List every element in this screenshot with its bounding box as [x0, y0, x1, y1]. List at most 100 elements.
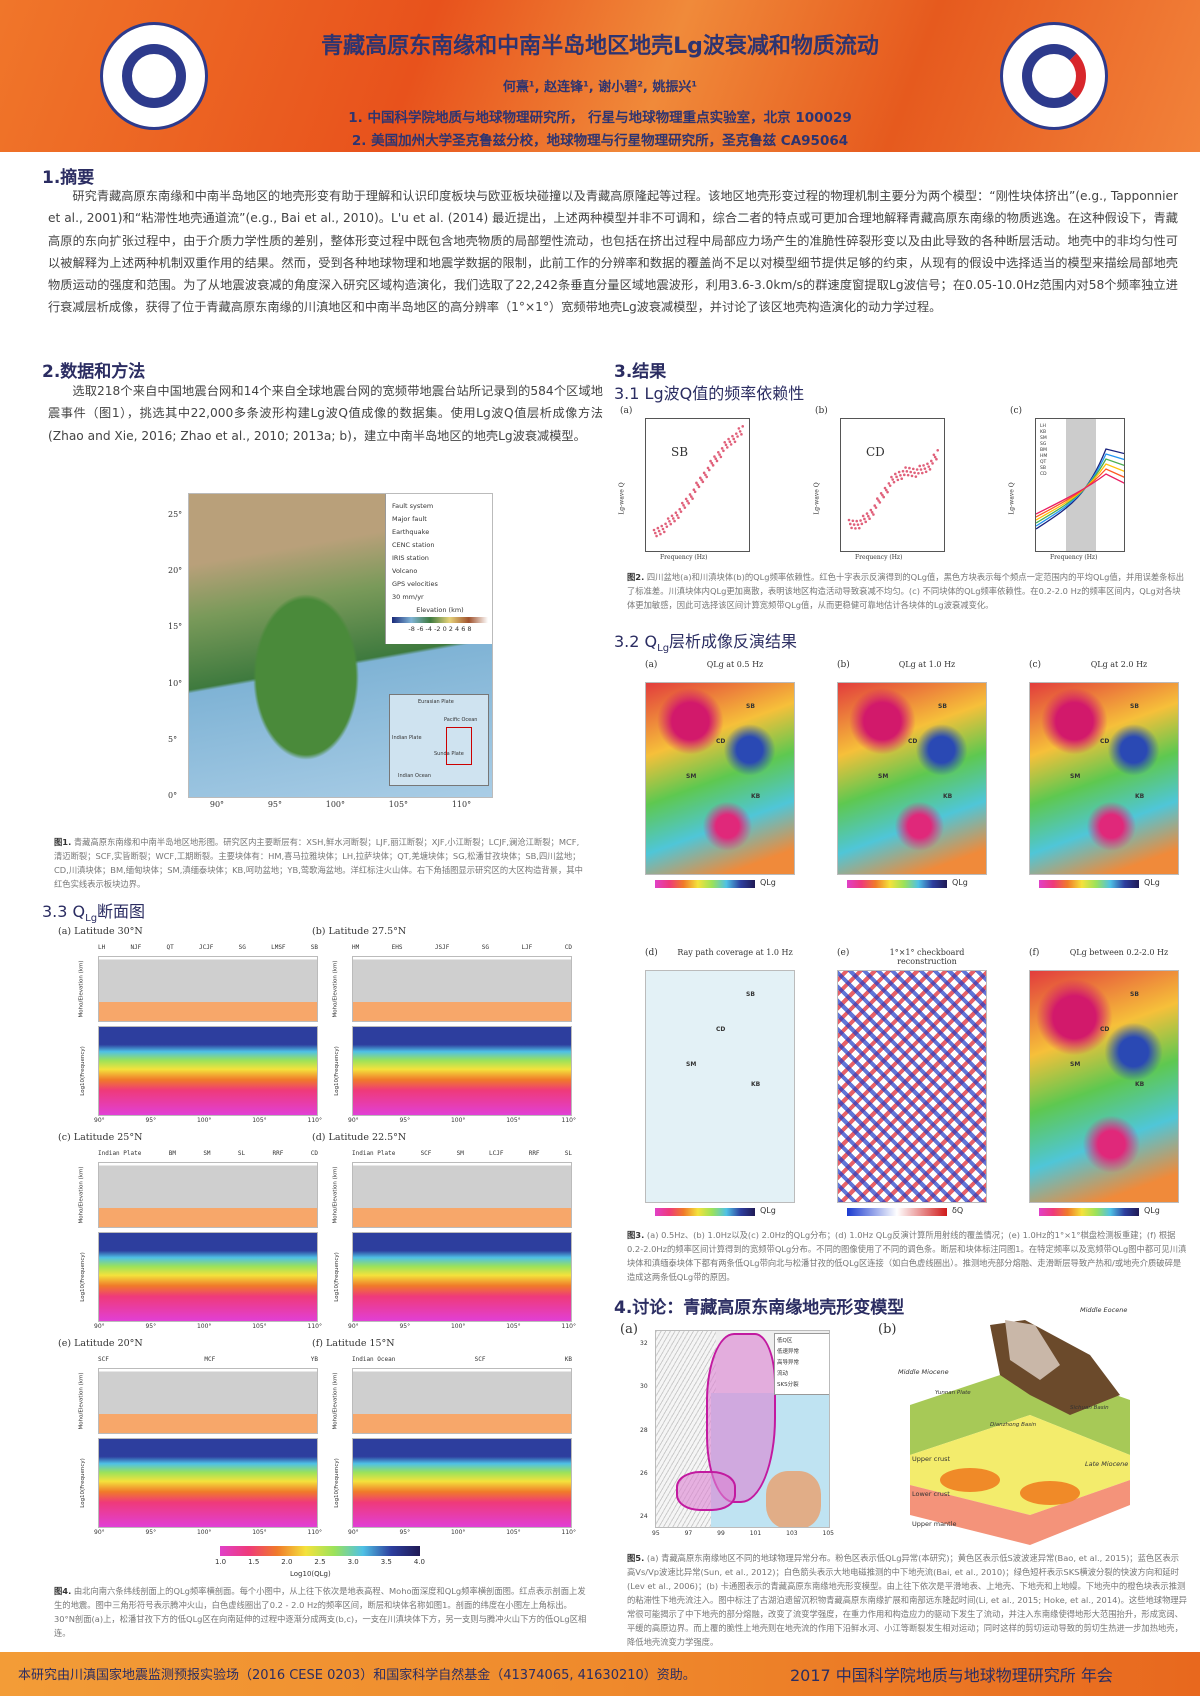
panel-title: (f) Latitude 15°N — [312, 1338, 395, 1349]
tick-label: 95° — [145, 1529, 157, 1536]
tick-label: 110° — [561, 1117, 576, 1124]
data-point — [896, 478, 900, 482]
qlg-frequency-section — [98, 1232, 318, 1322]
data-point — [738, 430, 742, 433]
tick-label: 105° — [252, 1323, 267, 1330]
data-point — [856, 523, 860, 526]
data-point — [653, 531, 657, 535]
fig2-panel: LH KB SM SG BM HM QT SB CD — [1035, 418, 1125, 552]
block-label: SB — [938, 703, 947, 710]
legend-item: HM — [1040, 454, 1048, 459]
elevation-moho-profile — [352, 1368, 572, 1434]
data-point — [711, 464, 715, 467]
data-point — [661, 527, 665, 531]
panel-tag: (c) — [1029, 660, 1042, 670]
legend-item: CD — [1040, 472, 1047, 477]
block-label: SCF — [420, 1150, 432, 1157]
data-point — [741, 425, 745, 428]
y-axis-label: Moho/Elevation (km) — [78, 1166, 85, 1224]
data-point — [928, 468, 932, 471]
colorbar — [847, 880, 947, 888]
section-3-1-heading: 3.1 Lg波Q值的频率依赖性 — [614, 384, 805, 403]
panel-title: (a) Latitude 30°N — [58, 926, 143, 937]
data-point — [933, 455, 937, 459]
block-label: KB — [1135, 1081, 1145, 1088]
data-point — [714, 457, 718, 461]
block-label: JCJF — [198, 944, 214, 951]
legend-item: LH — [1040, 424, 1046, 429]
data-point — [922, 464, 925, 467]
data-point — [848, 522, 852, 526]
data-point — [675, 513, 679, 517]
block-labels: HM EHS JSJF SG LJF CD — [352, 944, 572, 951]
colorbar-label: QLg — [952, 878, 968, 887]
data-point — [702, 471, 706, 475]
series-line — [1036, 468, 1124, 518]
qlg-frequency-section — [352, 1026, 572, 1116]
data-point — [693, 490, 697, 494]
data-point — [729, 443, 733, 446]
data-point — [884, 488, 888, 492]
data-point — [687, 502, 691, 505]
data-point — [892, 480, 896, 484]
lon-ticks: 90° 95° 100° 105° 110° — [94, 1323, 322, 1330]
lon-ticks: 90° 95° 100° 105° 110° — [348, 1323, 576, 1330]
elevation-moho-profile — [352, 1162, 572, 1228]
data-point — [913, 471, 916, 475]
tick-label: 105° — [506, 1323, 521, 1330]
tick-label: 110° — [561, 1323, 576, 1330]
tick-label: 105° — [506, 1529, 521, 1536]
data-point — [655, 534, 658, 538]
block-label: Indian Plate — [352, 1150, 396, 1157]
data-point — [868, 517, 871, 521]
meeting-name: 2017 中国科学院地质与地球物理研究所 年会 — [790, 1666, 1113, 1685]
lon-ticks: 90° 95° 100° 105° 110° — [348, 1117, 576, 1124]
y-axis-label: Log10(Frequency) — [333, 1252, 340, 1302]
tick-label: 100° — [450, 1117, 466, 1124]
colorbar-label: QLg — [1144, 1206, 1160, 1215]
data-point — [716, 450, 720, 454]
colorbar-label: QLg — [1144, 878, 1160, 887]
panel-tag: (f) — [1029, 948, 1040, 958]
tick-label: 95° — [145, 1117, 157, 1124]
tick-label: 90° — [348, 1117, 359, 1124]
data-point — [668, 520, 671, 523]
series-line — [1036, 448, 1124, 530]
data-point — [869, 508, 873, 512]
data-point — [882, 495, 886, 499]
block-label: SCF — [98, 1356, 109, 1363]
data-point — [660, 524, 664, 528]
colorbar — [655, 1208, 755, 1216]
tick-label: 90° — [348, 1529, 359, 1536]
tick-label: 90° — [348, 1323, 359, 1330]
tick-label: 110° — [307, 1117, 322, 1124]
data-point — [919, 468, 923, 471]
data-point — [671, 517, 675, 520]
data-point — [895, 475, 898, 479]
data-point — [890, 475, 893, 479]
affiliation-1: 1. 中国科学院地质与地球物理研究所， 行星与地球物理重点实验室，北京 1000… — [348, 110, 852, 126]
panel-tag: (a) — [645, 660, 658, 670]
tick-label: 90° — [94, 1529, 105, 1536]
panel-title: (e) Latitude 20°N — [58, 1338, 143, 1349]
panel-tag: (b) — [815, 406, 828, 416]
tick-label: 105° — [252, 1117, 267, 1124]
tick-label: 95° — [399, 1529, 411, 1536]
data-point — [872, 513, 875, 516]
data-point — [701, 480, 705, 484]
block-label: SCF — [474, 1356, 486, 1363]
data-point — [659, 532, 662, 536]
tick-label: 90° — [94, 1117, 105, 1124]
panel-tag: (c) — [1010, 406, 1023, 416]
figure-5b-crustal-flow-model — [910, 1320, 1130, 1545]
block-label: LCJF — [489, 1150, 504, 1157]
legend-item: SG — [1040, 442, 1047, 447]
data-point — [877, 499, 880, 502]
data-point — [924, 470, 928, 474]
figure-1-lat-ticks: 25° 20° 15° 10° 5° 0° — [168, 510, 183, 800]
data-point — [863, 517, 866, 521]
data-point — [734, 432, 738, 435]
data-point — [911, 467, 915, 471]
panel-title: (b) Latitude 27.5°N — [312, 926, 407, 937]
data-point — [652, 528, 656, 532]
